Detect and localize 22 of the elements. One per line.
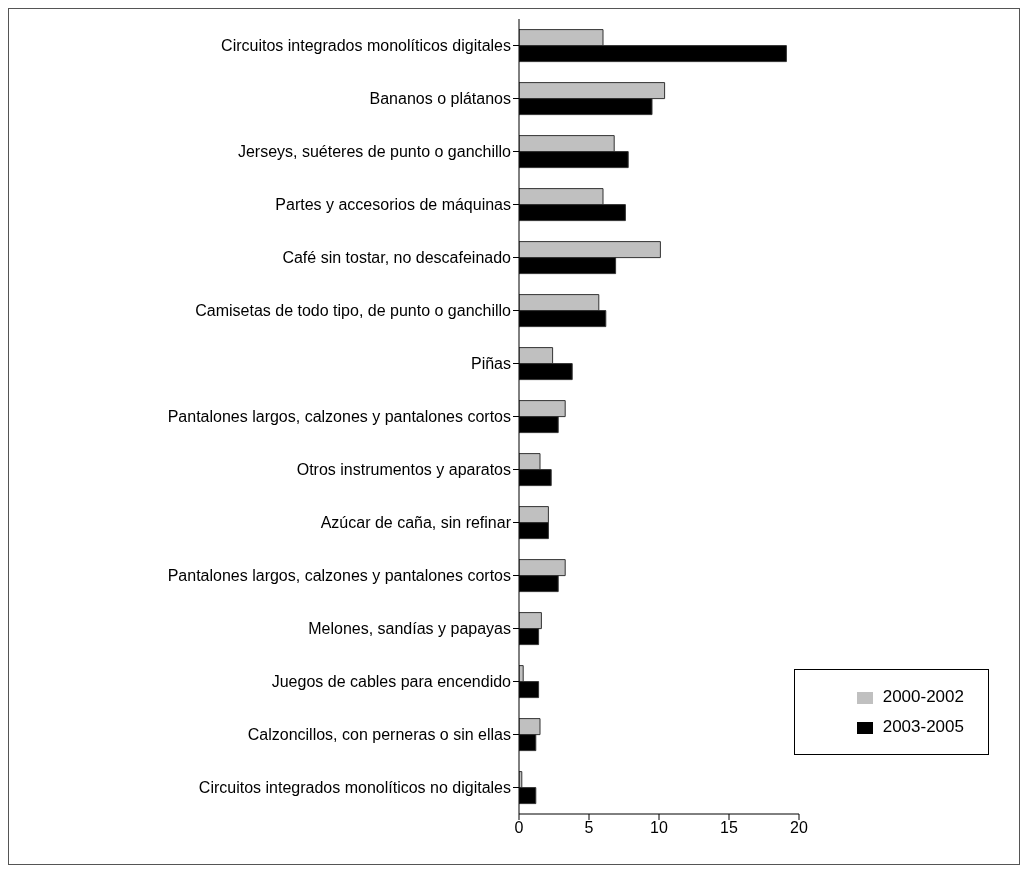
- x-tick-label: 5: [584, 819, 594, 837]
- y-tick-label: Camisetas de todo tipo, de punto o ganchillo: [195, 302, 512, 320]
- y-tick-label: Café sin tostar, no descafeinado: [282, 249, 512, 267]
- x-tick-label: 15: [720, 819, 738, 837]
- legend-label: 2003-2005: [882, 717, 964, 736]
- y-tick-label: Pantalones largos, calzones y pantalones cortos: [167, 408, 511, 426]
- y-tick-label: Calzoncillos, con perneras o sin ellas: [247, 726, 511, 744]
- y-tick-label: Juegos de cables para encendido: [271, 673, 512, 691]
- y-tick-label: Circuitos integrados monolíticos digitales: [221, 37, 511, 55]
- x-tick-label: 0: [514, 819, 524, 837]
- y-tick-label: Bananos o plátanos: [369, 90, 511, 108]
- y-tick-label: Melones, sandías y papayas: [308, 620, 511, 638]
- legend-label: 2000-2002: [882, 687, 964, 706]
- y-tick-label: Piñas: [470, 355, 511, 373]
- y-tick-label: Otros instrumentos y aparatos: [296, 461, 511, 479]
- x-tick-label: 10: [650, 819, 668, 837]
- y-tick-label: Azúcar de caña, sin refinar: [320, 514, 512, 532]
- x-tick-label: 20: [790, 819, 808, 837]
- y-tick-label: Jerseys, suéteres de punto o ganchillo: [237, 143, 512, 161]
- y-tick-label: Pantalones largos, calzones y pantalones cortos: [167, 567, 511, 585]
- y-tick-label: Circuitos integrados monolíticos no digitales: [198, 779, 511, 797]
- y-tick-label: Partes y accesorios de máquinas: [275, 196, 511, 214]
